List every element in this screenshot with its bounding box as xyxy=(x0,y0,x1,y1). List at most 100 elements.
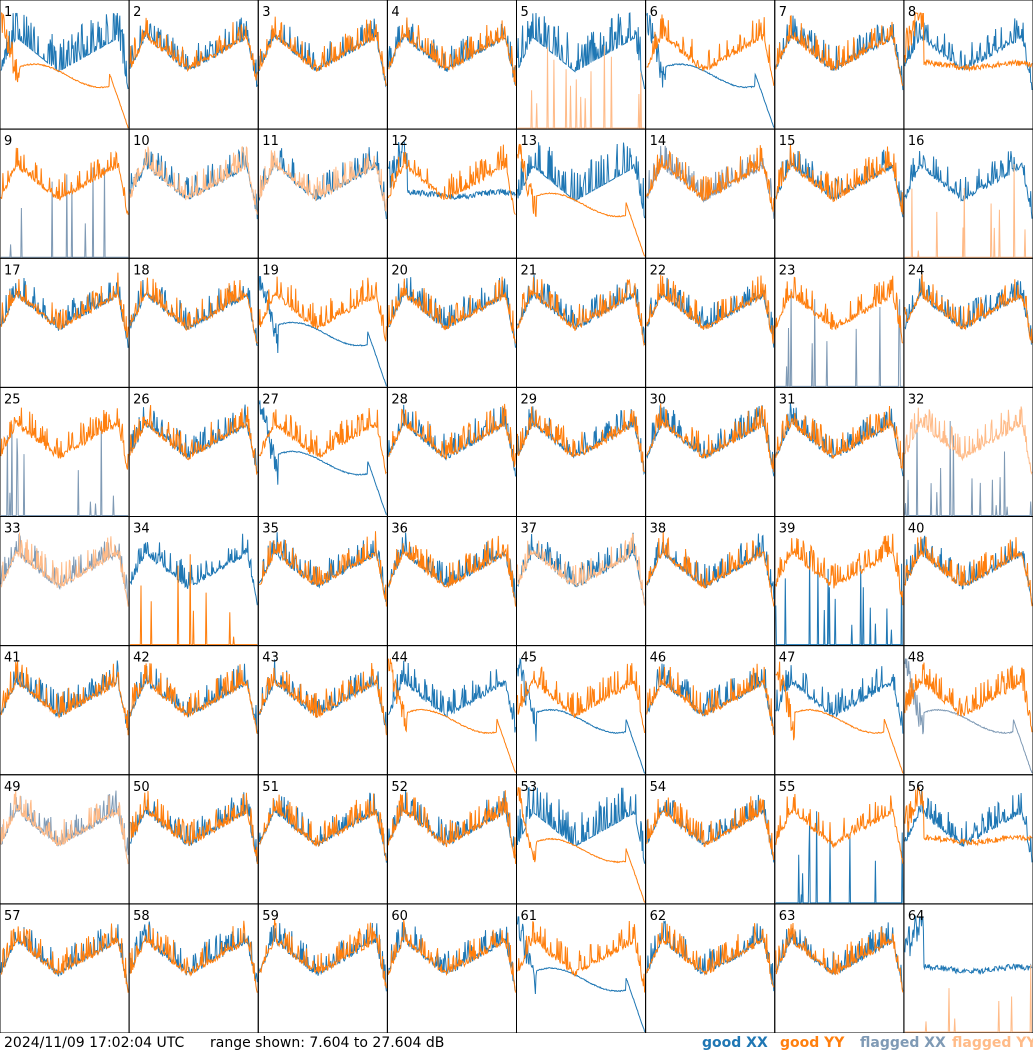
series-yy xyxy=(258,407,387,475)
tile-55: 55 xyxy=(774,774,905,905)
tile-9: 9 xyxy=(0,128,130,259)
series-yy xyxy=(129,404,258,476)
tile-5: 5 xyxy=(516,0,647,130)
tile-label: 6 xyxy=(650,5,658,20)
tile-13: 13 xyxy=(516,128,647,259)
tile-label: 52 xyxy=(391,780,408,795)
tile-21: 21 xyxy=(516,257,647,388)
tile-29: 29 xyxy=(516,386,647,517)
series-yy xyxy=(646,403,775,472)
series-yy xyxy=(517,663,646,733)
tile-label: 3 xyxy=(262,5,270,20)
tile-label: 64 xyxy=(908,909,925,924)
series-xx xyxy=(517,657,646,774)
tile-label: 49 xyxy=(4,780,21,795)
tile-15: 15 xyxy=(774,128,905,259)
tile-23: 23 xyxy=(774,257,905,388)
tile-label: 11 xyxy=(262,134,279,149)
tile-47: 47 xyxy=(774,645,905,776)
tile-label: 51 xyxy=(262,780,279,795)
tile-22: 22 xyxy=(645,257,776,388)
tile-label: 32 xyxy=(908,392,925,407)
tile-label: 38 xyxy=(650,522,667,537)
tile-label: 27 xyxy=(262,392,279,407)
series-xx xyxy=(646,145,775,219)
tile-label: 45 xyxy=(521,651,538,666)
series-xx xyxy=(0,660,129,731)
tile-63: 63 xyxy=(774,903,905,1033)
tile-label: 2 xyxy=(133,5,141,20)
series-yy xyxy=(258,918,387,989)
series-xx xyxy=(904,150,1033,219)
tile-label: 28 xyxy=(391,392,408,407)
series-yy xyxy=(387,144,516,215)
series-yy xyxy=(646,275,775,344)
series-xx xyxy=(388,277,516,348)
series-yy xyxy=(130,554,258,646)
series-yy xyxy=(387,919,516,993)
series-yy xyxy=(904,274,1033,344)
series-yy xyxy=(0,147,129,215)
tile-label: 17 xyxy=(4,263,21,278)
series-xx xyxy=(646,533,775,600)
series-yy xyxy=(904,406,1033,475)
tile-11: 11 xyxy=(257,128,388,259)
tile-39: 39 xyxy=(774,516,905,647)
series-yy xyxy=(0,407,129,470)
series-xx xyxy=(258,659,387,734)
tile-6: 6 xyxy=(645,0,776,130)
tile-40: 40 xyxy=(903,516,1033,647)
tile-label: 16 xyxy=(908,134,925,149)
series-xx xyxy=(904,535,1033,606)
series-yy xyxy=(517,920,646,993)
series-yy xyxy=(129,146,258,215)
series-yy xyxy=(904,964,1032,1033)
tile-label: 4 xyxy=(391,5,399,20)
tile-50: 50 xyxy=(128,774,259,905)
series-yy xyxy=(0,661,129,736)
tile-59: 59 xyxy=(257,903,388,1033)
series-yy xyxy=(0,532,129,607)
tile-31: 31 xyxy=(774,386,905,517)
tile-label: 12 xyxy=(391,134,408,149)
series-yy xyxy=(517,532,646,606)
tile-label: 25 xyxy=(4,392,21,407)
tile-label: 7 xyxy=(779,5,787,20)
tile-60: 60 xyxy=(386,903,517,1033)
series-yy xyxy=(129,277,258,344)
tile-label: 14 xyxy=(650,134,667,149)
tile-label: 58 xyxy=(133,909,150,924)
series-yy xyxy=(517,143,646,257)
tile-44: 44 xyxy=(386,645,517,776)
series-xx xyxy=(904,275,1033,345)
tile-label: 44 xyxy=(391,651,408,666)
tile-label: 26 xyxy=(133,392,150,407)
series-yy xyxy=(775,922,904,993)
series-yy xyxy=(646,14,775,86)
series-xx xyxy=(1,167,129,258)
tile-label: 57 xyxy=(4,909,21,924)
tile-1: 1 xyxy=(0,0,130,130)
series-yy xyxy=(388,403,516,468)
series-xx xyxy=(387,532,516,606)
series-yy xyxy=(259,531,387,607)
tile-3: 3 xyxy=(257,0,388,130)
series-yy xyxy=(387,658,516,773)
series-xx xyxy=(904,914,1033,975)
tile-label: 53 xyxy=(521,780,538,795)
tile-label: 50 xyxy=(133,780,150,795)
tile-label: 34 xyxy=(133,522,150,537)
series-yy xyxy=(0,272,129,338)
series-yy xyxy=(0,923,129,993)
tile-61: 61 xyxy=(516,903,647,1033)
tile-26: 26 xyxy=(128,386,259,517)
series-yy xyxy=(517,277,646,347)
tile-label: 19 xyxy=(262,263,279,278)
series-yy xyxy=(258,150,387,212)
tile-label: 56 xyxy=(908,780,925,795)
series-xx xyxy=(517,12,646,90)
tile-28: 28 xyxy=(386,386,517,517)
series-yy xyxy=(775,15,904,86)
series-xx xyxy=(517,786,646,864)
